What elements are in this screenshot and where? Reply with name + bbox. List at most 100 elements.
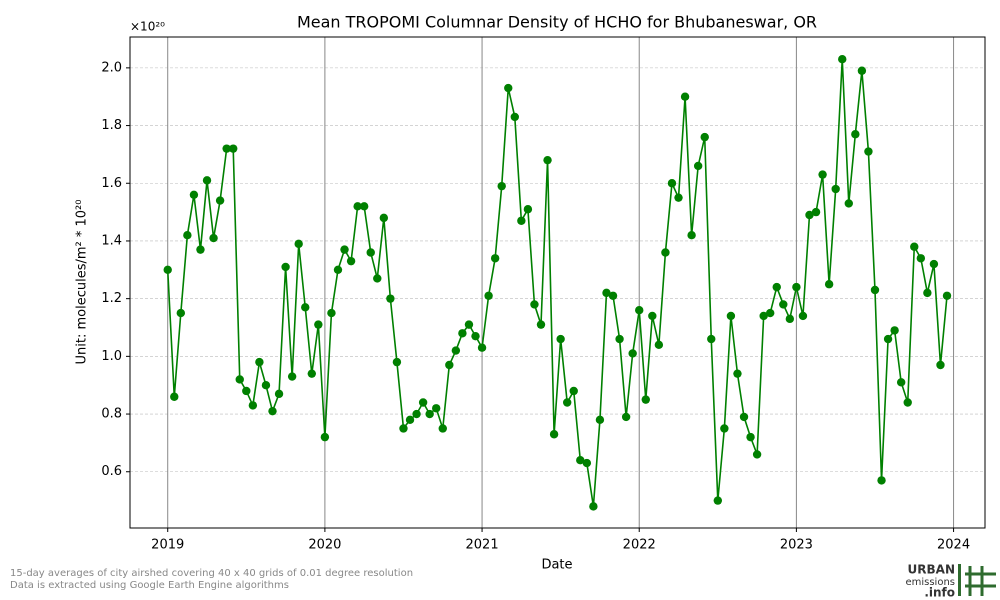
- point: [327, 308, 336, 318]
- x-tick-label: 2020: [308, 538, 341, 553]
- point: [340, 245, 349, 254]
- point: [255, 357, 264, 367]
- line: [166, 59, 948, 507]
- point: [242, 386, 251, 396]
- chart-title: Mean TROPOMI Columnar Density of HCHO fo…: [297, 13, 817, 32]
- point: [582, 458, 592, 468]
- point: [301, 303, 310, 312]
- point: [222, 144, 231, 153]
- point: [405, 415, 415, 425]
- point: [215, 196, 225, 205]
- point: [890, 326, 899, 335]
- x-tick-label: 2022: [623, 538, 656, 553]
- point: [202, 176, 212, 185]
- point: [661, 248, 670, 257]
- point: [595, 415, 605, 425]
- point: [261, 381, 271, 390]
- point: [170, 392, 179, 401]
- point: [739, 412, 749, 422]
- point: [359, 202, 369, 211]
- point: [556, 334, 565, 344]
- point: [333, 265, 343, 275]
- point: [464, 320, 474, 329]
- point: [870, 285, 880, 295]
- point: [294, 239, 303, 249]
- point: [432, 404, 441, 413]
- point: [189, 190, 199, 200]
- y-offset-label: ×10²⁰: [130, 20, 165, 34]
- point: [726, 311, 736, 321]
- logo-text: emissions: [905, 577, 955, 588]
- point: [523, 205, 533, 214]
- x-tick-label: 2024: [937, 538, 970, 553]
- point: [510, 112, 519, 122]
- point: [831, 184, 840, 194]
- logo-bar: [958, 564, 961, 596]
- point: [654, 340, 664, 350]
- point: [445, 360, 454, 370]
- y-tick-label: 1.6: [101, 176, 122, 191]
- point: [386, 294, 395, 303]
- point: [209, 233, 218, 243]
- point: [287, 372, 297, 381]
- point: [910, 242, 919, 251]
- point: [484, 291, 493, 300]
- point: [818, 170, 827, 179]
- point: [425, 409, 434, 419]
- point: [451, 346, 461, 355]
- point: [936, 360, 945, 370]
- y-tick-label: 1.2: [101, 291, 122, 306]
- y-axis-label: Unit: molecules/m² * 10²⁰: [75, 200, 90, 365]
- point: [864, 147, 873, 156]
- point: [628, 349, 637, 358]
- footnote: Data is extracted using Google Earth Eng…: [10, 580, 289, 591]
- point: [183, 230, 192, 240]
- point: [785, 314, 795, 324]
- point: [530, 300, 539, 309]
- point: [418, 398, 428, 407]
- point: [615, 334, 624, 344]
- point: [641, 395, 650, 404]
- point: [353, 202, 362, 211]
- point: [346, 256, 356, 266]
- point: [458, 329, 467, 338]
- point: [693, 161, 703, 171]
- point: [929, 259, 939, 269]
- point: [438, 424, 447, 433]
- y-tick-label: 0.6: [101, 464, 122, 479]
- point: [713, 496, 723, 505]
- point: [373, 274, 382, 283]
- point: [248, 401, 258, 410]
- point: [877, 476, 886, 485]
- point: [824, 280, 834, 289]
- point: [307, 369, 316, 378]
- y-tick-label: 2.0: [101, 60, 122, 75]
- point: [667, 179, 677, 188]
- y-tick-label: 1.0: [101, 349, 122, 364]
- point: [320, 432, 330, 442]
- logo-grid: [965, 566, 996, 596]
- point: [805, 210, 814, 220]
- point: [746, 432, 755, 442]
- point: [883, 334, 893, 344]
- point: [379, 213, 389, 223]
- point: [720, 424, 729, 433]
- point: [274, 389, 284, 399]
- point: [497, 181, 506, 191]
- point: [792, 282, 801, 292]
- point: [536, 320, 546, 329]
- point: [196, 245, 205, 254]
- logo-text: .info: [924, 586, 955, 600]
- point: [648, 311, 657, 321]
- plot-frame: [129, 36, 986, 529]
- point: [903, 398, 912, 407]
- point: [229, 144, 238, 153]
- point: [504, 83, 513, 93]
- point: [543, 155, 552, 165]
- logo: URBAN emissions .info: [905, 563, 996, 600]
- point: [838, 55, 847, 64]
- point: [916, 254, 926, 263]
- point: [602, 288, 611, 298]
- point: [589, 502, 598, 511]
